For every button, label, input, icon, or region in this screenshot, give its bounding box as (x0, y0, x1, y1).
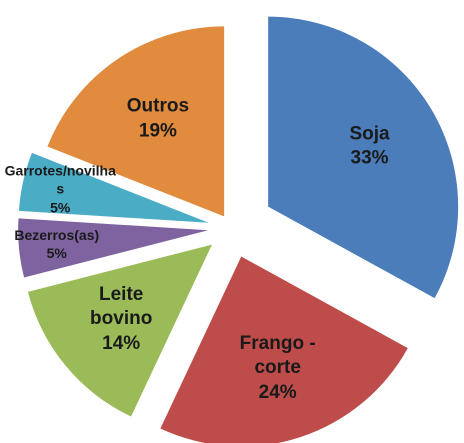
value-label: 14% (102, 333, 141, 354)
pie-slice (18, 152, 209, 223)
slice-label: Bezerros(as) 5% (0, 226, 115, 264)
category-label: Outros (126, 95, 190, 117)
category-label: Frango - corte (239, 332, 316, 379)
slice-label: Garrotes/novilhas 5% (2, 161, 118, 218)
category-label: Bezerros(as) (14, 226, 100, 243)
pie-slice (160, 256, 408, 443)
category-label: Garrotes/novilhas (4, 162, 116, 198)
pie-slice (268, 16, 459, 299)
value-label: 33% (350, 147, 389, 169)
value-label: 5% (50, 200, 71, 217)
category-label: Leite bovino (90, 283, 153, 330)
value-label: 24% (258, 381, 297, 403)
category-label: Soja (349, 122, 390, 144)
slice-label: Outros 19% (108, 94, 208, 143)
value-label: 5% (46, 245, 67, 262)
value-label: 19% (138, 119, 177, 141)
slice-label: Frango - corte 24% (228, 332, 328, 406)
slice-label: Leite bovino 14% (71, 283, 171, 357)
slice-label: Soja 33% (320, 122, 420, 171)
pie-slice (27, 244, 212, 417)
pie-slice (47, 26, 225, 217)
pie-slice (18, 218, 209, 278)
